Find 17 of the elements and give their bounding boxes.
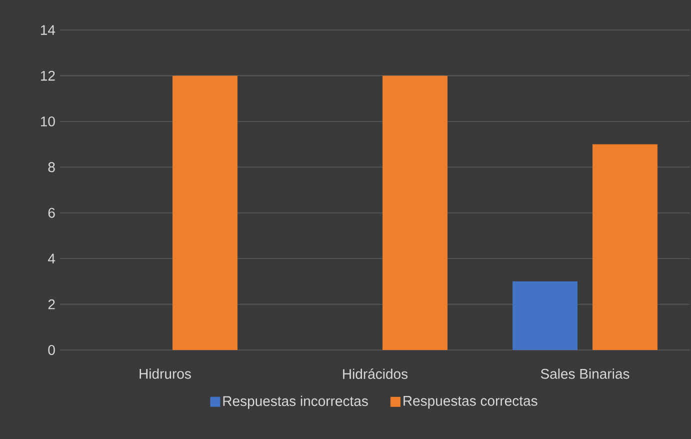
y-tick-label: 0 — [48, 345, 55, 355]
bar — [592, 144, 658, 350]
x-tick-label: Hidruros — [140, 368, 191, 379]
x-tick-label: Hidrácidos — [343, 368, 408, 379]
bar — [512, 281, 578, 350]
y-tick-label: 4 — [48, 254, 56, 264]
y-tick-label: 10 — [40, 116, 55, 126]
bar — [172, 76, 238, 350]
bar — [382, 76, 448, 350]
y-tick-label: 2 — [48, 299, 55, 310]
legend-label: Respuestas correctas — [404, 396, 538, 409]
y-tick-label: 6 — [48, 208, 55, 218]
y-tick-label: 14 — [40, 25, 56, 35]
y-tick-label: 12 — [40, 70, 55, 81]
y-tick-label: 8 — [48, 162, 55, 172]
x-tick-label: Sales Binarias — [540, 368, 630, 379]
legend-label: Respuestas incorrectas — [223, 396, 368, 409]
